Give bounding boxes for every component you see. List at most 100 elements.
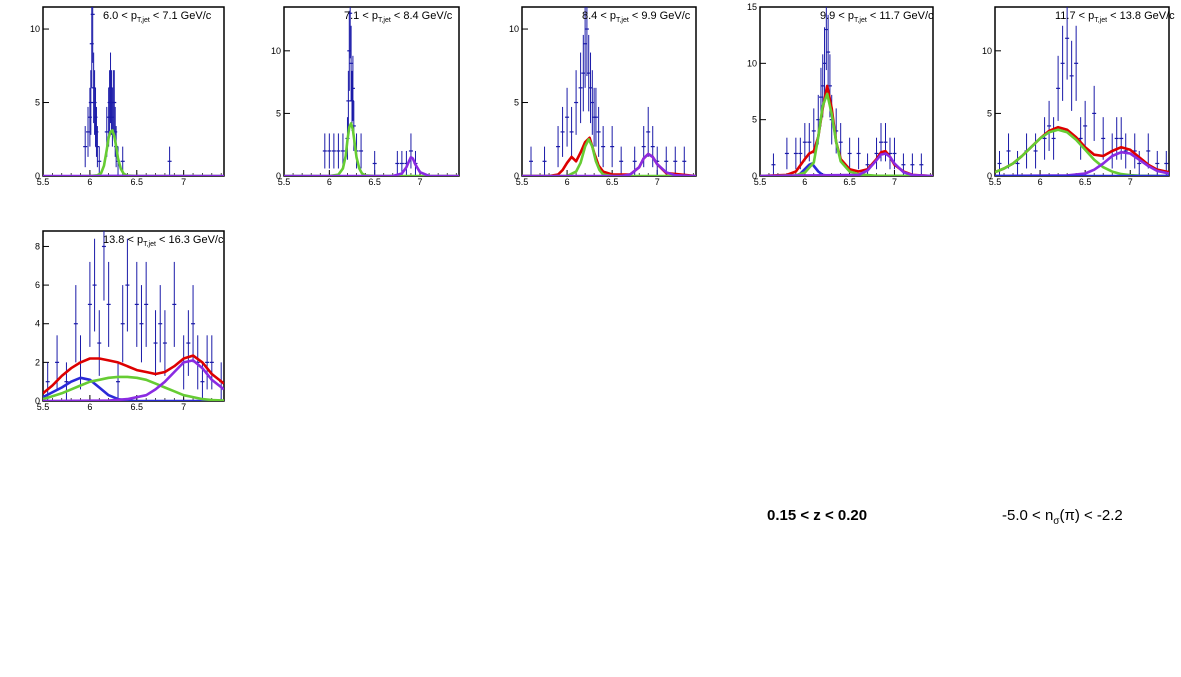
- panel-title-lo: 8.4 < p: [582, 10, 616, 22]
- x-tick-label: 6.5: [606, 177, 619, 187]
- fit-curve: [995, 125, 1169, 174]
- panel-title-hi: < 16.3 GeV/c: [155, 234, 224, 246]
- panel-title: 6.0 < pT,jet < 7.1 GeV/c: [103, 10, 211, 24]
- y-tick-label: 0: [514, 171, 519, 181]
- histogram: [284, 7, 459, 176]
- y-tick-label: 0: [276, 171, 281, 181]
- panel-frame: [42, 6, 225, 177]
- panel-title-lo: 7.1 < p: [344, 10, 378, 22]
- fit-curve: [284, 122, 459, 176]
- panel-title: 9.9 < pT,jet < 11.7 GeV/c: [820, 10, 934, 24]
- fit-curve: [522, 136, 696, 176]
- panel-3: 5.5 6 6.5 7 0 5 10: [509, 6, 697, 187]
- fit-curve: [522, 152, 696, 176]
- y-tick-label: 4: [35, 319, 40, 329]
- fit-curve: [284, 155, 459, 176]
- x-tick-label: 7: [892, 177, 897, 187]
- histogram: [43, 7, 224, 176]
- fit-curve: [995, 128, 1169, 176]
- x-tick-label: 6: [565, 177, 570, 187]
- nsigma-range-label: -5.0 < nσ(π) < -2.2: [1002, 507, 1123, 527]
- x-tick-label: 7: [655, 177, 660, 187]
- panel-title-sub: T,jet: [853, 17, 867, 25]
- panel-2: 5.5 6 6.5 7 0 5 10: [271, 6, 460, 187]
- x-tick-label: 5.5: [37, 402, 50, 412]
- panel-title-lo: 9.9 < p: [820, 10, 854, 22]
- x-tick-label: 5.5: [278, 177, 291, 187]
- y-tick-label: 10: [982, 46, 992, 56]
- panel-title-sub: T,jet: [1094, 17, 1108, 25]
- y-tick-label: 2: [35, 357, 40, 367]
- y-tick-label: 8: [35, 241, 40, 251]
- fit-curve: [43, 375, 224, 401]
- histogram: [43, 231, 224, 401]
- y-tick-label: 5: [752, 115, 757, 125]
- panel-title: 7.1 < pT,jet < 8.4 GeV/c: [344, 10, 452, 24]
- panel-title: 8.4 < pT,jet < 9.9 GeV/c: [582, 10, 690, 24]
- fit-curve: [43, 354, 224, 395]
- panel-frame: [283, 6, 460, 177]
- x-tick-label: 7: [1128, 177, 1133, 187]
- y-tick-label: 5: [276, 108, 281, 118]
- x-tick-label: 5.5: [37, 177, 50, 187]
- y-tick-label: 5: [987, 108, 992, 118]
- fit-curve: [43, 359, 224, 401]
- x-tick-label: 6: [802, 177, 807, 187]
- x-tick-label: 6: [87, 402, 92, 412]
- panel-title-sub: T,jet: [136, 17, 150, 25]
- x-tick-label: 5.5: [516, 177, 529, 187]
- y-tick-label: 15: [747, 2, 757, 12]
- panel-title-lo: 6.0 < p: [103, 10, 137, 22]
- y-tick-label: 5: [514, 98, 519, 108]
- x-tick-label: 7: [181, 177, 186, 187]
- fit-curve: [995, 150, 1169, 176]
- fit-curve: [522, 138, 696, 176]
- panel-frame: [759, 6, 934, 177]
- panel-title-hi: < 8.4 GeV/c: [390, 10, 453, 22]
- y-tick-label: 10: [30, 24, 40, 34]
- x-tick-label: 6.5: [131, 177, 144, 187]
- panel-title-lo: 13.8 < p: [103, 234, 144, 246]
- nsigma-lo-text: -5.0 < n: [1002, 507, 1054, 524]
- fit-curve: [760, 92, 933, 176]
- x-tick-label: 5.5: [989, 177, 1002, 187]
- x-tick-label: 6: [87, 177, 92, 187]
- panel-title: 11.7 < pT,jet < 13.8 GeV/c: [1055, 10, 1175, 24]
- panel-1: 5.5 6 6.5 7 0 5 10: [30, 6, 225, 187]
- y-tick-label: 5: [35, 98, 40, 108]
- y-tick-label: 10: [747, 58, 757, 68]
- panel-4: 5.5 6 6.5 7 0 5 10 15: [747, 2, 934, 187]
- x-tick-label: 6.5: [843, 177, 856, 187]
- panel-title-hi: < 9.9 GeV/c: [628, 10, 691, 22]
- fit-curve: [43, 376, 224, 401]
- y-tick-label: 0: [35, 171, 40, 181]
- y-tick-label: 10: [271, 46, 281, 56]
- y-tick-label: 0: [987, 171, 992, 181]
- fit-curve: [760, 84, 933, 176]
- fit-curve: [760, 152, 933, 176]
- panel-title: 13.8 < pT,jet < 16.3 GeV/c: [103, 234, 224, 248]
- y-tick-label: 0: [35, 396, 40, 406]
- panel-frame: [42, 230, 225, 402]
- panel-title-lo: 11.7 < p: [1055, 10, 1095, 22]
- x-tick-label: 6.5: [131, 402, 144, 412]
- x-tick-label: 6: [1038, 177, 1043, 187]
- x-tick-label: 6: [327, 177, 332, 187]
- x-tick-label: 7: [181, 402, 186, 412]
- z-range-text: 0.15 < z < 0.20: [767, 507, 868, 524]
- panel-title-hi: < 13.8 GeV/c: [1107, 10, 1175, 22]
- panel-title-hi: < 7.1 GeV/c: [149, 10, 212, 22]
- x-tick-label: 7: [418, 177, 423, 187]
- y-tick-label: 0: [752, 171, 757, 181]
- y-tick-label: 10: [509, 24, 519, 34]
- x-tick-label: 6.5: [1079, 177, 1092, 187]
- y-tick-label: 6: [35, 280, 40, 290]
- panel-title-hi: < 11.7 GeV/c: [866, 10, 934, 22]
- histogram: [522, 7, 696, 176]
- panel-6: 5.5 6 6.5 7 0 2 4 6 8: [35, 230, 225, 412]
- z-range-label: 0.15 < z < 0.20: [767, 507, 867, 524]
- panel-frame: [521, 6, 697, 177]
- nsigma-hi-text: (π) < -2.2: [1059, 507, 1123, 524]
- panel-5: 5.5 6 6.5 7 0 5 10: [982, 6, 1170, 187]
- histogram: [760, 7, 933, 176]
